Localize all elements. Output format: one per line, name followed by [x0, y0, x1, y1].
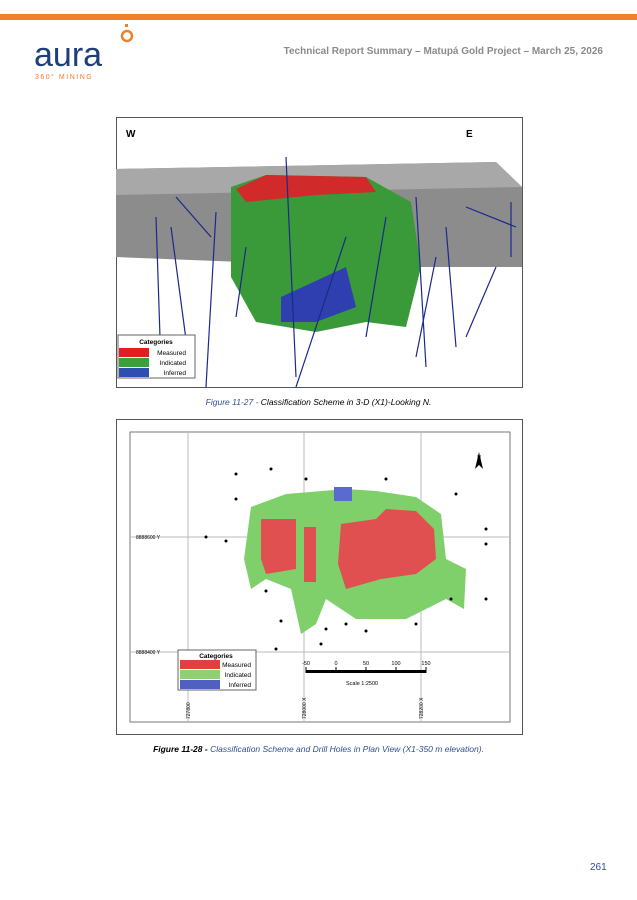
grid-y-label: 8888400 Y [136, 650, 161, 656]
drill-hole [465, 206, 517, 228]
caption: Figure 11-28 - Classification Scheme and… [0, 744, 637, 754]
drill-collar [269, 467, 273, 471]
caption-label: Figure 11-27 - [205, 397, 259, 407]
measured-zone [338, 509, 436, 589]
scale-tick-label: 150 [421, 661, 430, 667]
drill-collars [204, 467, 488, 651]
header-bar [0, 14, 637, 20]
legend-swatch [180, 670, 220, 679]
drill-hole [445, 226, 457, 348]
scale-tick-label: 100 [391, 661, 400, 667]
logo-text: aura [34, 36, 102, 74]
legend-item: Measured [222, 662, 251, 669]
scale-tick-label: -50 [302, 661, 310, 667]
legend-item: Inferred [164, 370, 187, 377]
caption-label: Figure 11-28 - [153, 744, 208, 754]
logo-ring [120, 29, 134, 43]
legend: Categories Measured Indicated Inferred [177, 649, 257, 691]
drill-hole [205, 211, 217, 388]
logo-subtext: 360° MINING [35, 73, 93, 81]
drill-collar [274, 647, 278, 651]
legend-swatch [119, 348, 149, 357]
grid-x-label: 728200 X [419, 697, 425, 719]
legend-item: Indicated [225, 672, 252, 679]
scale-bar: Scale 1:2500 -50 0 50 100 150 [302, 661, 431, 687]
figure-3d: W E Categories Measured Indicated Inferr… [116, 117, 523, 388]
east-label: E [466, 129, 473, 140]
north-label: N [477, 455, 481, 461]
measured-block [236, 175, 376, 202]
scale-tick-label: 50 [363, 661, 369, 667]
drill-collar [449, 597, 453, 601]
inferred-zone [334, 487, 352, 501]
drill-collar [234, 472, 238, 476]
drill-hole [175, 196, 212, 238]
logo-dot [125, 24, 128, 27]
drill-collar [324, 627, 328, 631]
grid-x-label: 727800 [186, 702, 192, 719]
legend-swatch [119, 368, 149, 377]
drill-collar [234, 497, 238, 501]
caption-text: Classification Scheme and Drill Holes in… [210, 744, 484, 754]
drill-hole [235, 246, 247, 318]
drill-collar [364, 629, 368, 633]
drill-collar [484, 597, 488, 601]
drill-hole [415, 256, 437, 358]
west-label: W [126, 129, 136, 140]
legend-item: Inferred [229, 682, 252, 689]
legend-swatch [180, 660, 220, 669]
drill-collar [279, 619, 283, 623]
measured-zone [261, 519, 296, 574]
drill-collar [264, 589, 268, 593]
legend-swatch [119, 358, 149, 367]
measured-zone [304, 527, 316, 582]
drill-collar [304, 477, 308, 481]
caption-text: Classification Scheme in 3-D (X1)-Lookin… [260, 397, 432, 407]
drill-hole [415, 196, 427, 368]
legend-item: Indicated [160, 360, 187, 367]
legend-swatch [180, 680, 220, 689]
drill-collar [319, 642, 323, 646]
logo: aura 360° MINING [34, 24, 134, 81]
legend-item: Measured [157, 350, 186, 357]
grid-y-label: 8888600 Y [136, 535, 161, 541]
grid-x-label: 728000 X [302, 697, 308, 719]
drill-hole [465, 266, 497, 338]
page-number: 261 [590, 862, 607, 873]
header-title: Technical Report Summary – Matupá Gold P… [283, 46, 603, 57]
legend: Categories Measured Indicated Inferred [117, 334, 196, 379]
caption: Figure 11-27 - Classification Scheme in … [0, 397, 637, 407]
inferred-block [281, 267, 356, 322]
drill-collar [454, 492, 458, 496]
drill-collar [344, 622, 348, 626]
figure-plan: 8888600 Y 8888400 Y 727800 728000 X 7282… [116, 419, 523, 735]
scale-tick-label: 0 [334, 661, 337, 667]
drill-collar [414, 622, 418, 626]
north-arrow [475, 452, 483, 469]
scale-label: Scale 1:2500 [346, 681, 378, 687]
drill-collar [384, 477, 388, 481]
drill-collar [484, 527, 488, 531]
legend-title: Categories [139, 339, 173, 346]
drill-hole [365, 216, 387, 338]
drill-collar [204, 535, 208, 539]
legend-title: Categories [199, 653, 233, 660]
drill-hole [295, 236, 347, 388]
drill-collar [484, 542, 488, 546]
drill-collar [224, 539, 228, 543]
drill-hole [285, 156, 297, 378]
